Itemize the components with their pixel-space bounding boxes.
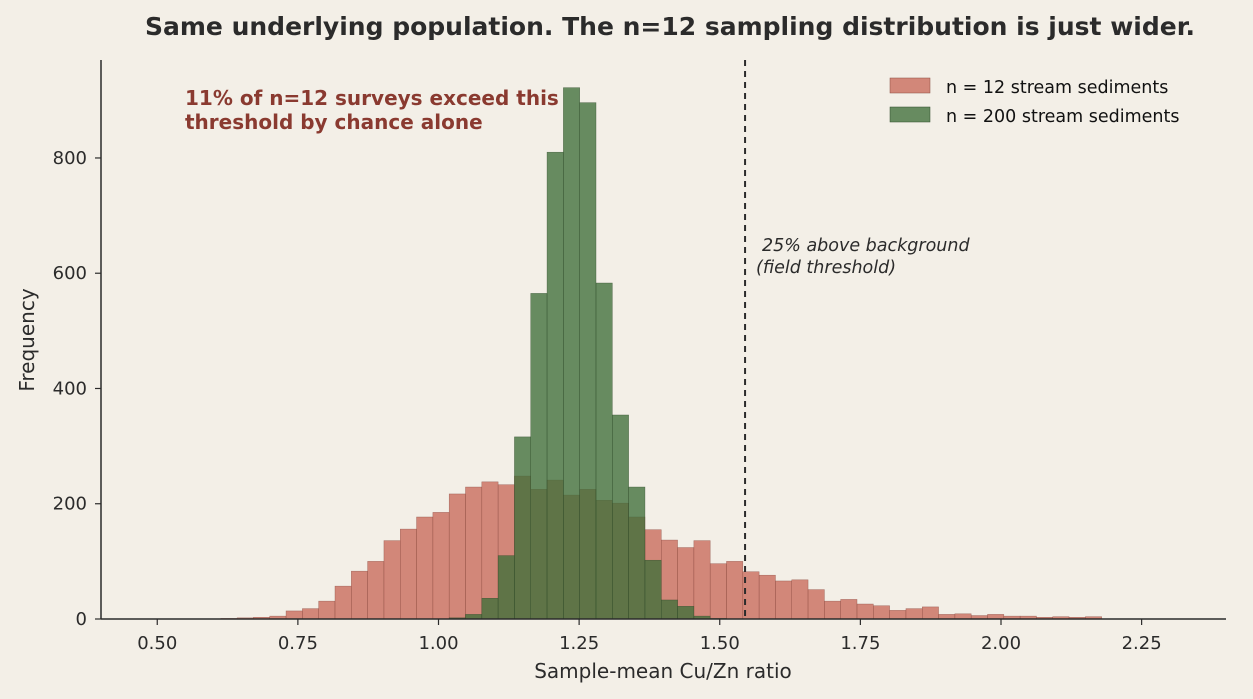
x-tick-label: 1.50 (700, 633, 740, 654)
bar-n12 (351, 570, 368, 620)
bar-n200 (644, 559, 662, 620)
bar-n12 (856, 603, 874, 620)
bar-n12 (922, 606, 939, 620)
threshold-label-line-2: (field threshold) (756, 258, 896, 278)
bar-n200 (661, 599, 678, 620)
bar-n12 (726, 561, 744, 620)
bar-n200 (595, 282, 613, 620)
bar-n12 (383, 540, 401, 620)
bar-n12 (465, 486, 483, 620)
bar-n12 (758, 574, 776, 620)
y-axis-ticks: 0 200 400 600 800 (53, 148, 101, 630)
x-tick-label: 1.00 (418, 633, 458, 654)
bar-n200 (530, 293, 548, 620)
legend-swatch-n12 (889, 77, 931, 94)
y-tick-label: 0 (76, 609, 87, 630)
bar-n200 (514, 436, 532, 620)
bar-n200 (579, 102, 597, 620)
x-axis-label: Sample-mean Cu/Zn ratio (534, 659, 792, 683)
bar-n200 (497, 555, 515, 620)
bar-n200 (546, 151, 564, 620)
bar-n12 (791, 579, 809, 620)
bar-n12 (448, 493, 466, 620)
bar-n12 (709, 563, 727, 620)
bar-n12 (824, 600, 841, 620)
bar-n12 (285, 610, 303, 620)
y-tick-label: 200 (53, 494, 87, 515)
x-axis-ticks: 0.50 0.75 1.00 1.25 1.50 1.75 2.00 2.25 (137, 619, 1162, 654)
bar-n200 (677, 606, 695, 620)
bar-n12 (693, 540, 711, 620)
bar-n200 (563, 87, 580, 620)
bar-n12 (416, 516, 434, 620)
bar-n12 (400, 528, 417, 620)
bar-n12 (302, 608, 319, 620)
bar-n12 (905, 608, 923, 620)
legend-swatch-n200 (889, 106, 931, 123)
bar-n12 (807, 589, 825, 620)
bar-n12 (889, 610, 907, 620)
threshold-label-line-1: 25% above background (762, 236, 970, 256)
y-tick-label: 800 (53, 148, 87, 169)
y-tick-label: 600 (53, 263, 87, 284)
x-tick-label: 2.00 (981, 633, 1021, 654)
annotation-line-2: threshold by chance alone (185, 110, 483, 134)
chart-title: Same underlying population. The n=12 sam… (145, 12, 1195, 41)
bar-n12 (367, 561, 385, 620)
legend-label-n12: n = 12 stream sediments (946, 78, 1168, 98)
legend-label-n200: n = 200 stream sediments (946, 107, 1179, 127)
x-tick-label: 1.25 (559, 633, 599, 654)
legend: n = 12 stream sediments n = 200 stream s… (889, 77, 1179, 127)
bar-n12 (873, 605, 890, 620)
bar-n12 (318, 600, 336, 620)
bar-n200 (481, 598, 499, 620)
bar-n12 (840, 599, 858, 620)
annotation-line-1: 11% of n=12 surveys exceed this (185, 86, 559, 110)
x-tick-label: 0.50 (137, 633, 177, 654)
bar-n12 (954, 613, 972, 620)
bar-n12 (775, 580, 793, 620)
bar-n200 (612, 414, 629, 620)
y-axis-label: Frequency (15, 288, 39, 391)
bar-n200 (628, 486, 646, 620)
x-tick-label: 2.25 (1122, 633, 1162, 654)
y-tick-label: 400 (53, 378, 87, 399)
x-tick-label: 0.75 (278, 633, 318, 654)
bar-n12 (432, 512, 450, 620)
bar-n12 (334, 585, 352, 620)
bars-n200-series (448, 87, 727, 620)
x-tick-label: 1.75 (840, 633, 880, 654)
